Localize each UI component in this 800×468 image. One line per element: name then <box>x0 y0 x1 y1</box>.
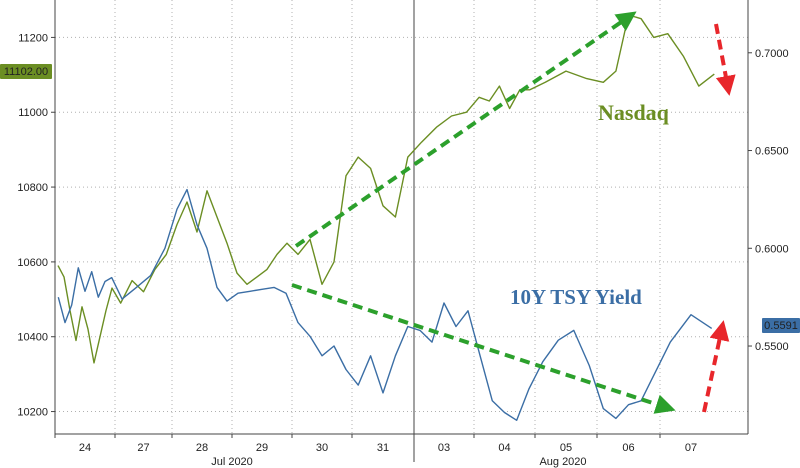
right-tick-label: 0.6500 <box>755 146 789 158</box>
left-tick-label: 11000 <box>18 107 48 119</box>
grid <box>55 0 748 462</box>
x-month-label: Jul 2020 <box>211 456 253 468</box>
x-tick-label: 04 <box>498 442 510 454</box>
x-tick-label: 28 <box>196 442 208 454</box>
x-tick-label: 30 <box>316 442 328 454</box>
right-current-value: 0.5591 <box>764 320 798 332</box>
trend-arrow-nasdaq <box>294 11 637 248</box>
left-axis-ticks: 11200 11000 10800 10600 10400 10200 <box>17 32 55 419</box>
x-tick-label: 05 <box>560 442 572 454</box>
left-tick-label: 10200 <box>17 407 48 419</box>
right-tick-label: 0.5500 <box>755 341 789 353</box>
series-layer <box>57 14 715 421</box>
left-tick-label: 10400 <box>17 332 48 344</box>
move-arrow-nasdaq-down <box>714 23 736 96</box>
move-arrow-yield-up <box>702 320 730 413</box>
trend-arrow-yield <box>291 283 676 414</box>
x-tick-label: 03 <box>438 442 450 454</box>
x-tick-label: 07 <box>685 442 697 454</box>
right-axis-ticks: 0.7000 0.6500 0.6000 0.5500 <box>748 48 789 353</box>
left-tick-label: 10600 <box>17 257 48 269</box>
right-tick-label: 0.6000 <box>755 243 789 255</box>
x-tick-label: 31 <box>377 442 389 454</box>
x-axis-ticks: 24 27 28 29 30 31 03 04 05 06 07 Jul 2020 Aug 2020 <box>54 434 697 468</box>
x-tick-label: 24 <box>79 442 91 454</box>
axes <box>54 0 749 435</box>
x-tick-label: 29 <box>256 442 268 454</box>
arrows <box>291 11 736 414</box>
left-tick-label: 10800 <box>17 182 48 194</box>
x-tick-label: 27 <box>137 442 149 454</box>
left-tick-label: 11200 <box>18 32 48 44</box>
left-current-value-badge: 11102.00 <box>0 64 52 79</box>
right-current-value-badge: 0.5591 <box>762 318 800 333</box>
left-current-value: 11102.00 <box>4 66 48 78</box>
series-label-10y-tsy-yield: 10Y TSY Yield <box>510 285 642 309</box>
x-tick-label: 06 <box>622 442 634 454</box>
right-tick-label: 0.7000 <box>755 48 789 60</box>
x-month-label: Aug 2020 <box>539 456 586 468</box>
series-label-nasdaq: Nasdaq <box>598 100 670 125</box>
series-line-10y-tsy-yield <box>57 188 713 421</box>
series-line-nasdaq <box>57 14 715 364</box>
